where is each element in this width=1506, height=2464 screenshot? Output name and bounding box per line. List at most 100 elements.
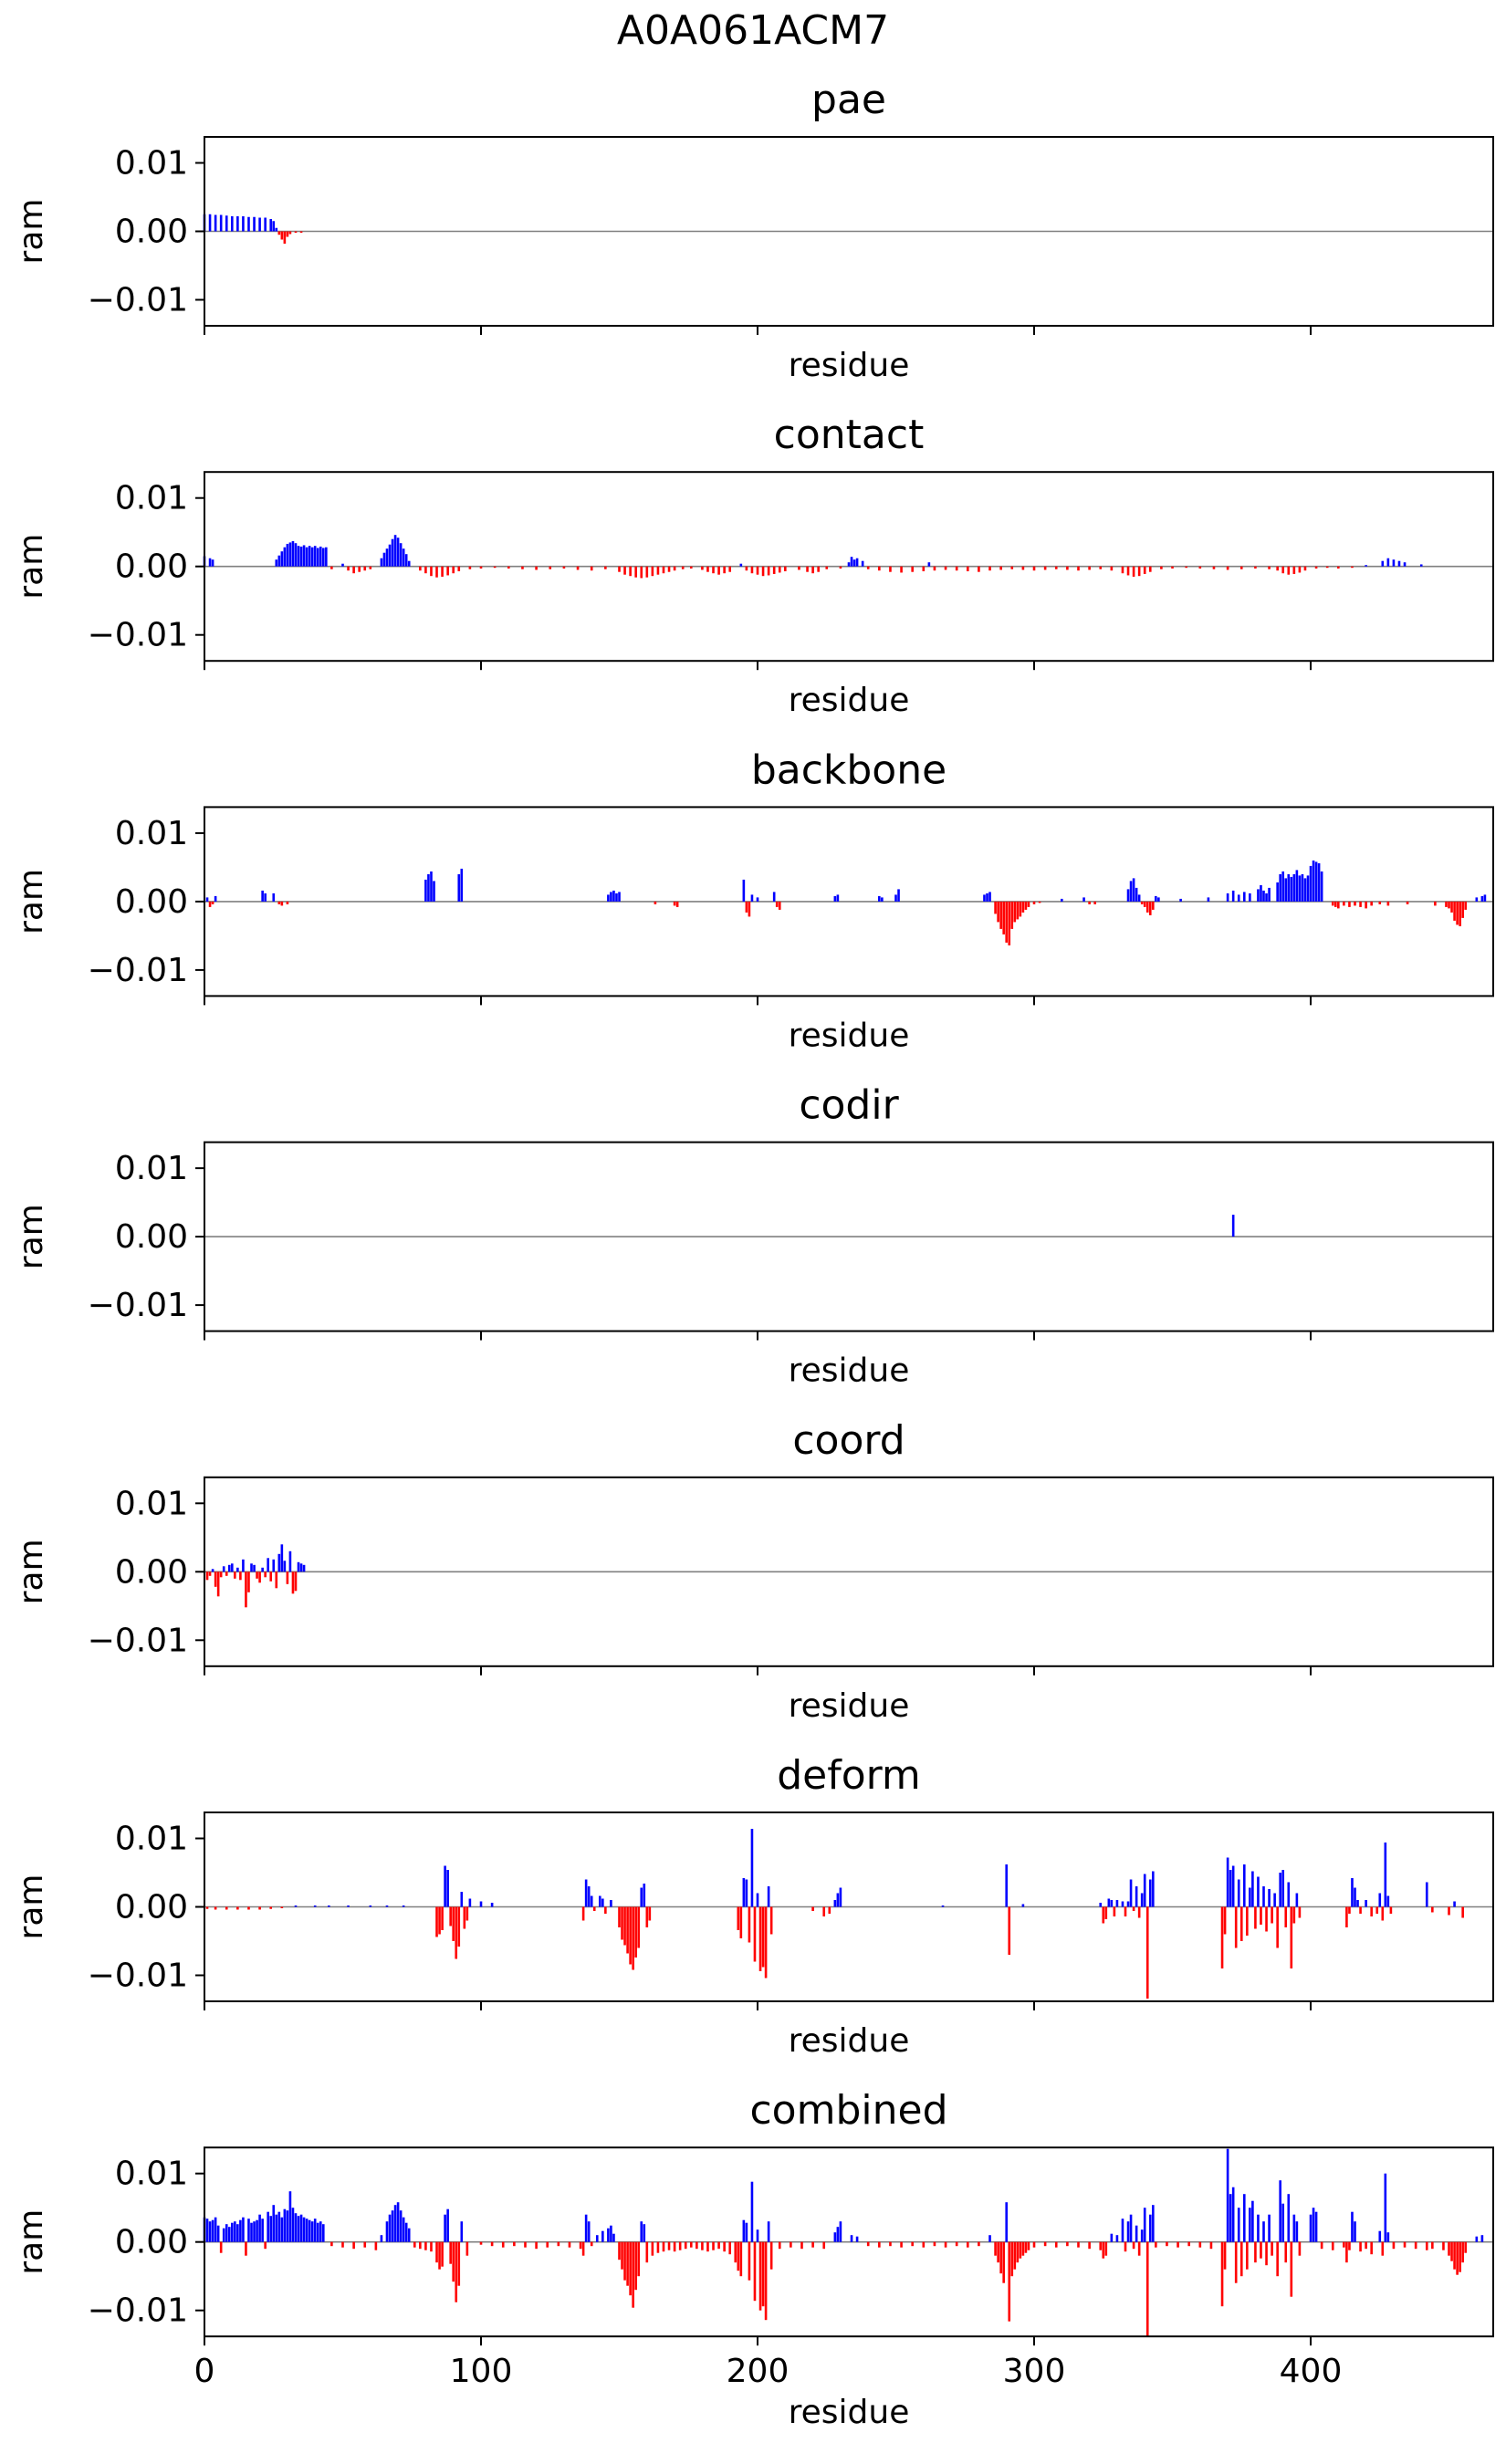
y-tick-label: −0.01 [88, 952, 188, 989]
bar [778, 901, 781, 910]
bar [1301, 873, 1304, 902]
bar [1284, 2241, 1288, 2263]
bar [1279, 1873, 1281, 1907]
y-tick-label: 0.00 [115, 548, 188, 586]
bar [272, 221, 276, 232]
bar [1104, 1906, 1108, 1919]
bar [291, 1571, 295, 1594]
bar [621, 1906, 623, 1940]
bar [604, 1906, 607, 1914]
bar [374, 2241, 378, 2250]
bar [1148, 2214, 1152, 2242]
bar [1145, 2241, 1149, 2337]
bar [701, 566, 704, 570]
bar [1378, 2230, 1382, 2242]
bar [756, 897, 759, 902]
subplot-title: codir [799, 1082, 899, 1129]
bar [855, 2236, 859, 2242]
bar [1212, 566, 1216, 569]
bar [790, 2241, 792, 2248]
bar [277, 555, 281, 567]
bar [1032, 2241, 1036, 2248]
bar [1077, 2241, 1080, 2248]
bar [758, 2241, 762, 2311]
x-tick-label: 400 [1280, 2353, 1343, 2390]
bar [761, 2241, 765, 2307]
bar [601, 2230, 604, 2242]
bar [847, 562, 851, 567]
bar [739, 2241, 743, 2277]
y-tick-label: 0.01 [115, 480, 188, 517]
y-tick-label: −0.01 [88, 1958, 188, 1995]
subplot-title: pae [811, 77, 886, 123]
bar [413, 2241, 416, 2248]
bar [1260, 2241, 1262, 2259]
x-axis-label: residue [789, 347, 910, 384]
bar [999, 2241, 1002, 2274]
bar [1239, 566, 1243, 569]
bar [1038, 901, 1041, 903]
bar [225, 1571, 228, 1576]
bar [247, 1906, 250, 1910]
bar [1281, 1870, 1285, 1907]
bar [645, 2241, 649, 2263]
bar [1102, 2241, 1105, 2259]
bar [219, 1571, 223, 1578]
bar [1365, 1900, 1367, 1907]
bar [294, 231, 298, 233]
bar [208, 2221, 212, 2242]
bar [231, 2222, 234, 2242]
bar [587, 1886, 591, 1907]
bar [1317, 862, 1321, 902]
bar [1268, 2214, 1271, 2242]
bar [546, 2241, 549, 2248]
bar [1110, 2233, 1114, 2242]
bar [1231, 890, 1235, 902]
bar [214, 2217, 217, 2242]
bar [1459, 901, 1461, 926]
bar [822, 2241, 826, 2250]
bar [1177, 2241, 1179, 2248]
bar [662, 2241, 665, 2252]
bar [836, 2227, 840, 2242]
bar [208, 558, 212, 567]
bar [623, 1906, 626, 1946]
bar [438, 1906, 441, 1935]
bar [811, 566, 814, 574]
bar [745, 901, 748, 913]
bar [1276, 1906, 1279, 1948]
bar [1461, 1906, 1464, 1918]
bar [441, 566, 444, 577]
bar [1453, 2241, 1456, 2270]
bar [590, 2241, 593, 2247]
y-tick-label: 0.00 [115, 1553, 188, 1591]
bar [1237, 1879, 1240, 1907]
bar [656, 2241, 660, 2253]
bar [1298, 875, 1302, 902]
bar [1254, 1906, 1257, 1929]
bar [1249, 2208, 1251, 2242]
y-axis-label: ram [13, 869, 50, 934]
bar [1445, 901, 1448, 907]
bar [321, 548, 325, 567]
bar [745, 2222, 748, 2242]
bar [305, 547, 309, 567]
bar [1281, 566, 1285, 574]
bar [750, 2181, 754, 2242]
bar [828, 1906, 831, 1914]
bar [753, 1906, 757, 1962]
bar [1066, 2241, 1069, 2247]
bar [922, 2241, 926, 2248]
bar [272, 2205, 276, 2242]
bar [944, 2241, 947, 2248]
bar [449, 1906, 452, 1926]
bar-series [203, 2148, 1484, 2337]
bar [1292, 566, 1296, 574]
bar [1403, 2241, 1407, 2248]
bar [579, 2241, 582, 2250]
bar [280, 901, 284, 906]
bar [850, 557, 853, 567]
bar [393, 535, 397, 567]
bar [1132, 566, 1135, 577]
bar [629, 1906, 632, 1965]
